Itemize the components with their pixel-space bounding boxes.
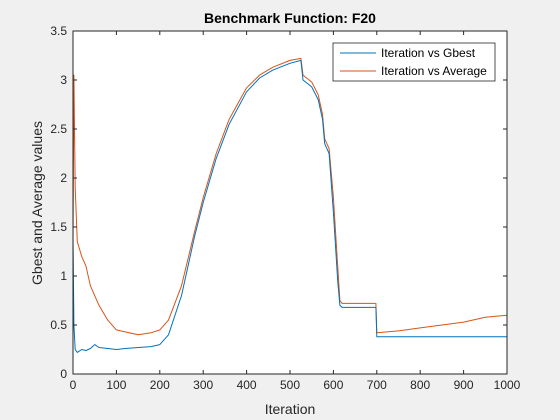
y-tick-label: 0	[60, 367, 67, 381]
y-tick-label: 3	[60, 73, 67, 87]
x-tick-label: 100	[106, 378, 126, 392]
y-tick-label: 1.5	[50, 220, 67, 234]
x-tick-label: 400	[237, 378, 257, 392]
x-ticks: 0 100 200 300 400 500 600 700 800 900 1000	[70, 31, 521, 392]
plot-area	[73, 31, 507, 374]
x-tick-label: 0	[70, 378, 77, 392]
x-tick-label: 900	[454, 378, 474, 392]
series-line-gbest	[72, 59, 507, 353]
series-line-average	[72, 57, 508, 336]
y-tick-label: 2	[60, 171, 67, 185]
x-tick-label: 300	[193, 378, 213, 392]
y-tick-label: 0.5	[50, 318, 67, 332]
y-tick-label: 2.5	[50, 122, 67, 136]
x-axis-label: Iteration	[265, 401, 316, 417]
y-axis-label: Gbest and Average values	[29, 121, 45, 285]
y-tick-label: 1	[60, 269, 67, 283]
legend-box	[332, 42, 496, 82]
series-layer	[72, 57, 508, 353]
x-tick-label: 500	[280, 378, 300, 392]
legend: Iteration vs Gbest Iteration vs Average	[332, 42, 496, 82]
legend-label-gbest: Iteration vs Gbest	[381, 46, 476, 60]
y-ticks: 0 0.5 1 1.5 2 2.5 3 3.5	[50, 24, 507, 381]
x-tick-label: 800	[410, 378, 430, 392]
x-tick-label: 1000	[494, 378, 521, 392]
chart-title: Benchmark Function: F20	[204, 10, 376, 26]
x-tick-label: 600	[323, 378, 343, 392]
y-tick-label: 3.5	[50, 24, 67, 38]
x-tick-label: 700	[367, 378, 387, 392]
legend-label-average: Iteration vs Average	[381, 64, 487, 78]
x-tick-label: 200	[150, 378, 170, 392]
